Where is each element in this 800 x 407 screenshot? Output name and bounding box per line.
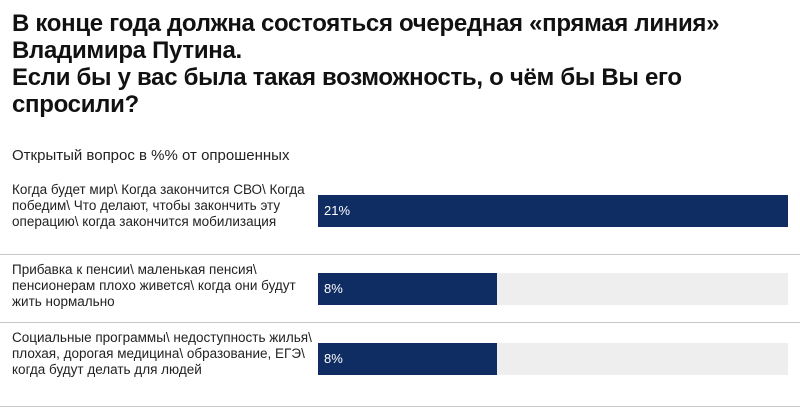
bar xyxy=(318,273,498,305)
bar-row: Когда будет мир\ Когда закончится СВО\ К… xyxy=(0,174,800,255)
bar-track: 8% xyxy=(318,343,788,375)
bar xyxy=(318,343,498,375)
bar-row: Социальные программы\ недоступность жиль… xyxy=(0,322,800,407)
bar-track: 21% xyxy=(318,195,788,227)
bar-track: 8% xyxy=(318,273,788,305)
data-label: 8% xyxy=(324,281,343,296)
bar xyxy=(318,195,788,227)
category-label: Когда будет мир\ Когда закончится СВО\ К… xyxy=(12,182,305,229)
data-label: 21% xyxy=(324,203,351,218)
chart-title: В конце года должна состояться очередная… xyxy=(12,10,720,118)
category-label: Прибавка к пенсии\ маленькая пенсия\ пен… xyxy=(12,262,296,309)
category-label: Социальные программы\ недоступность жиль… xyxy=(12,330,312,377)
chart-subtitle: Открытый вопрос в %% от опрошенных xyxy=(12,147,290,164)
data-label: 8% xyxy=(324,351,343,366)
bar-row: Прибавка к пенсии\ маленькая пенсия\ пен… xyxy=(0,254,800,323)
